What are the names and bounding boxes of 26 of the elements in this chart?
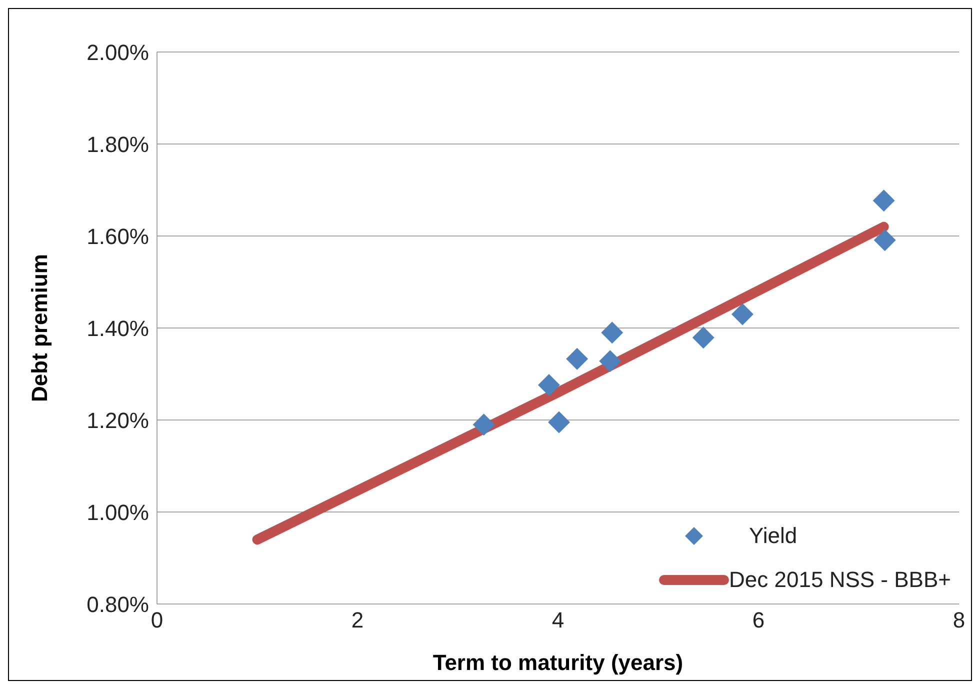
x-tick-label: 2 xyxy=(351,608,364,633)
x-tick-label: 4 xyxy=(552,608,564,633)
y-tick-label: 1.40% xyxy=(86,316,149,341)
point xyxy=(548,411,570,434)
point xyxy=(566,348,588,370)
x-tick-label: 0 xyxy=(150,608,164,633)
point xyxy=(731,303,754,326)
y-axis-title: Debt premium xyxy=(26,254,52,402)
point xyxy=(692,326,714,349)
x-tick-label: 6 xyxy=(752,608,765,633)
point xyxy=(874,229,896,252)
y-tick-label: 1.20% xyxy=(86,408,149,433)
point xyxy=(538,374,560,396)
y-tick-label: 1.00% xyxy=(86,500,149,525)
y-tick-label: 2.00% xyxy=(86,40,149,65)
point xyxy=(472,414,495,436)
point xyxy=(601,322,624,344)
y-tick-label: 0.80% xyxy=(86,592,149,617)
legend-label: Dec 2015 NSS - BBB+ xyxy=(729,567,951,593)
y-tick-label: 1.80% xyxy=(86,132,149,157)
y-tick-label: 1.60% xyxy=(86,224,149,249)
legend-label: Yield xyxy=(749,523,798,549)
point xyxy=(599,350,622,372)
x-tick-label: 8 xyxy=(952,608,966,633)
x-axis-title: Term to maturity (years) xyxy=(432,650,684,675)
point xyxy=(872,190,895,212)
